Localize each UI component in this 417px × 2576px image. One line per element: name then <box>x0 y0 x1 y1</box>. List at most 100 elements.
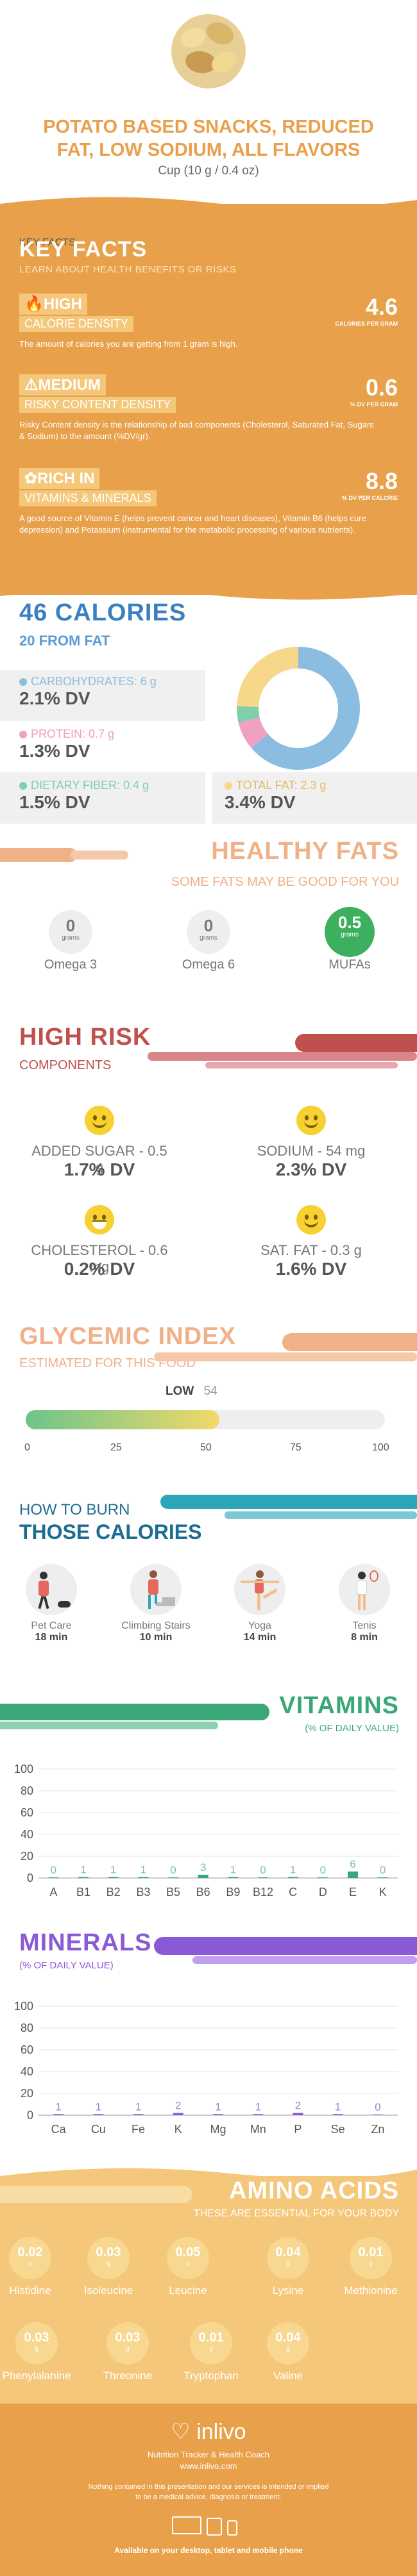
x-tick-label: Fe <box>132 2123 145 2136</box>
calorie-density-level: 🔥HIGH <box>19 294 87 315</box>
amino-histidine: 0.02 g Histidine <box>9 2237 51 2297</box>
high-risk-section: HIGH RISK COMPONENTS ADDED SUGAR - 0.5 g… <box>0 1022 417 1292</box>
y-tick-label: 60 <box>21 1806 33 1819</box>
bar-b2 <box>108 1877 119 1878</box>
leaf-icon: ✿ <box>24 470 38 487</box>
glycemic-fill <box>26 1410 220 1429</box>
carbs-dv: 2.1% DV <box>19 688 90 708</box>
amino-valine: 0.04 g Valine <box>267 2322 309 2382</box>
nutrient-carbs: CARBOHYDRATES: 6 g 2.1% DV <box>19 675 157 708</box>
bar-k <box>173 2113 183 2115</box>
bar-value-label: 0 <box>375 2101 380 2113</box>
nutrient-fat: TOTAL FAT: 2.3 g 3.4% DV <box>225 779 327 812</box>
serving-size: Cup (10 g / 0.4 oz) <box>158 164 259 178</box>
bar-value-label: 1 <box>230 1863 236 1875</box>
healthy-fats-section: HEALTHY FATS SOME FATS MAY BE GOOD FOR Y… <box>0 836 417 997</box>
risky-content-unit: % DV PER GRAM <box>350 401 398 408</box>
bar-value-label: 1 <box>55 2100 61 2113</box>
nutrient-fiber: DIETARY FIBER: 0.4 g 1.5% DV <box>19 779 149 812</box>
burn-title1: HOW TO BURN <box>19 1501 130 1518</box>
glycemic-title: GLYCEMIC INDEX <box>19 1323 236 1350</box>
fat-omega3: 0 grams Omega 3 <box>32 910 109 972</box>
heart-icon: ♡ <box>171 2420 191 2444</box>
wave-top <box>0 197 417 217</box>
glycemic-subtitle: ESTIMATED FOR THIS FOOD <box>19 1356 196 1370</box>
burn-climbing-stairs: Climbing Stairs 10 min <box>114 1564 198 1643</box>
macro-donut-chart <box>237 647 360 770</box>
y-tick-label: 0 <box>27 1872 33 1884</box>
footer-url[interactable]: www.inlivo.com <box>180 2461 237 2471</box>
amino-subtitle: THESE ARE ESSENTIAL FOR YOUR BODY <box>193 2208 399 2219</box>
x-tick-label: P <box>294 2123 302 2136</box>
bar-value-label: 1 <box>290 1863 296 1875</box>
bar-ca <box>53 2114 64 2115</box>
high-risk-subtitle: COMPONENTS <box>19 1058 112 1072</box>
devices-icon <box>172 2516 245 2536</box>
y-tick-label: 60 <box>21 2043 33 2056</box>
gi-tick-50: 50 <box>200 1442 212 1453</box>
amino-phenylalanine: 0.03 g Phenylalanine <box>3 2322 71 2382</box>
donut-slice-total-fat <box>237 647 298 707</box>
burn-section: HOW TO BURN THOSE CALORIES Pet Care 18 m… <box>0 1487 417 1699</box>
high-risk-title: HIGH RISK <box>19 1024 151 1051</box>
y-tick-label: 100 <box>14 1763 33 1775</box>
burn-title2: THOSE CALORIES <box>19 1520 202 1543</box>
minerals-section: MINERALS (% OF DAILY VALUE) 0 20 40 60 80 100… <box>0 1929 417 2166</box>
fat-mufas: 0.5 grams MUFAs <box>311 907 388 972</box>
bar-b6 <box>198 1874 208 1878</box>
vitamins-minerals-level: ✿RICH IN <box>19 468 100 489</box>
bar-value-label: 2 <box>295 2100 301 2112</box>
omega6-label: Omega 6 <box>182 958 235 972</box>
dog-walking-icon <box>26 1564 77 1615</box>
bar-b3 <box>138 1877 149 1878</box>
gi-tick-25: 25 <box>110 1442 122 1453</box>
vitamins-minerals-desc: A good source of Vitamin E (helps preven… <box>19 513 366 535</box>
smiley-icon <box>85 1106 114 1135</box>
vitamins-subtitle: (% OF DAILY VALUE) <box>305 1723 399 1734</box>
vitamins-minerals-unit: % DV PER CALORIE <box>341 495 398 501</box>
glycemic-value: 54 <box>203 1384 217 1398</box>
x-tick-label: K <box>379 1886 387 1899</box>
risky-content-desc: Risky Content density is the relationshi… <box>19 420 374 441</box>
x-tick-label: B12 <box>253 1886 273 1899</box>
x-tick-label: Mg <box>210 2123 226 2136</box>
gi-tick-75: 75 <box>290 1442 302 1453</box>
bar-value-label: 0 <box>260 1864 266 1876</box>
fat-omega6: 0 grams Omega 6 <box>170 910 247 972</box>
key-fact-vitamins-minerals: ✿RICH IN VITAMINS & MINERALS 8.8 % DV PE… <box>19 468 398 536</box>
grin-icon <box>85 1205 114 1234</box>
calories-title: 46 CALORIES <box>19 599 187 626</box>
y-tick-label: 80 <box>21 1784 33 1797</box>
y-tick-label: 20 <box>21 2087 33 2100</box>
y-tick-label: 80 <box>21 2022 33 2034</box>
header: POTATO BASED SNACKS, REDUCED FAT, LOW SO… <box>0 0 417 192</box>
glycemic-section: GLYCEMIC INDEX ESTIMATED FOR THIS FOOD L… <box>0 1320 417 1461</box>
x-tick-label: A <box>49 1886 57 1899</box>
bar-value-label: 0 <box>170 1864 176 1876</box>
bar-se <box>332 2114 343 2115</box>
risky-content-label: RISKY CONTENT DENSITY <box>19 397 176 413</box>
bar-value-label: 1 <box>215 2100 221 2113</box>
x-tick-label: Mn <box>250 2123 266 2136</box>
amino-isoleucine: 0.03 g Isoleucine <box>84 2237 133 2297</box>
burn-yoga: Yoga 14 min <box>218 1564 302 1643</box>
bar-value-label: 3 <box>200 1861 206 1874</box>
amino-lysine: 0.04 g Lysine <box>267 2237 309 2297</box>
burn-pet-care: Pet Care 18 min <box>10 1564 93 1643</box>
healthy-fats-subtitle: SOME FATS MAY BE GOOD FOR YOU <box>171 875 399 889</box>
key-facts-heading: KEY FACTS <box>19 237 148 262</box>
calorie-density-unit: CALORIES PER GRAM <box>335 320 398 327</box>
protein-dot <box>19 731 27 739</box>
food-image <box>171 14 246 88</box>
calorie-density-value: 4.6 <box>365 294 398 320</box>
x-tick-label: B1 <box>76 1886 90 1899</box>
mufas-label: MUFAs <box>328 958 371 972</box>
vitamins-minerals-value: 8.8 <box>365 468 398 494</box>
amino-threonine: 0.03 g Threonine <box>103 2322 152 2382</box>
bar-a <box>48 1877 59 1878</box>
smiley-icon <box>296 1106 326 1135</box>
key-facts-section: KEY FACTS KEY FACTS LEARN ABOUT HEALTH B… <box>0 197 417 600</box>
bar-c <box>287 1877 298 1878</box>
bar-b12 <box>258 1877 268 1878</box>
key-fact-calorie-density: 🔥HIGH CALORIE DENSITY 4.6 CALORIES PER G… <box>19 294 398 350</box>
